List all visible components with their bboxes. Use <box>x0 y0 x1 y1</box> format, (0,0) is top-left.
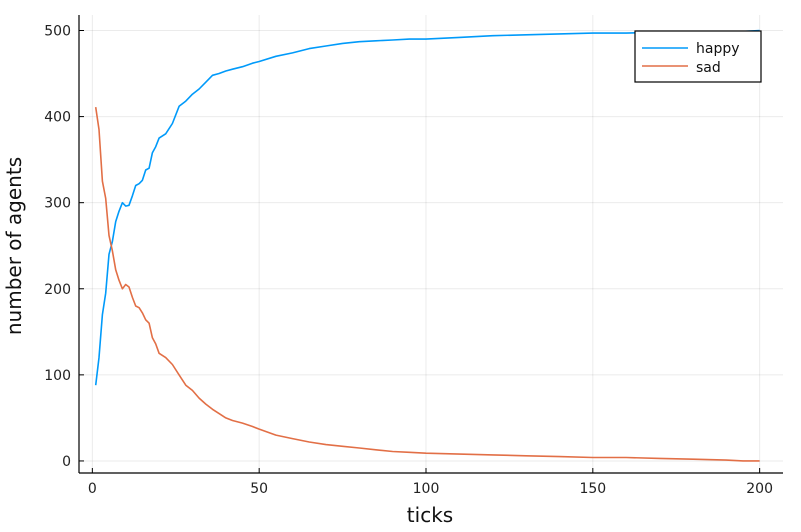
y-tick-label: 300 <box>44 196 71 212</box>
legend-label-sad: sad <box>696 60 721 76</box>
x-axis-label: ticks <box>407 503 453 527</box>
series-line-sad <box>94 106 760 462</box>
y-tick-label: 400 <box>44 110 71 126</box>
series-line-happy <box>94 29 760 386</box>
x-tick-label: 200 <box>746 481 773 497</box>
y-tick-label: 200 <box>44 282 71 298</box>
legend: happy sad <box>634 30 762 83</box>
legend-box <box>634 30 762 83</box>
series-layer <box>94 29 760 462</box>
y-tick-label: 0 <box>62 454 71 470</box>
axes <box>78 15 783 474</box>
x-tick-label: 0 <box>88 481 97 497</box>
x-tick-label: 150 <box>579 481 606 497</box>
x-tick-label: 50 <box>250 481 268 497</box>
tick-labels: 0 50 100 150 200 0 100 200 300 400 500 <box>44 23 773 497</box>
grid <box>79 15 783 473</box>
y-axis-label: number of agents <box>2 157 26 335</box>
y-tick-label: 500 <box>44 23 71 39</box>
x-tick-label: 100 <box>413 481 440 497</box>
y-tick-label: 100 <box>44 368 71 384</box>
legend-label-happy: happy <box>696 41 740 57</box>
